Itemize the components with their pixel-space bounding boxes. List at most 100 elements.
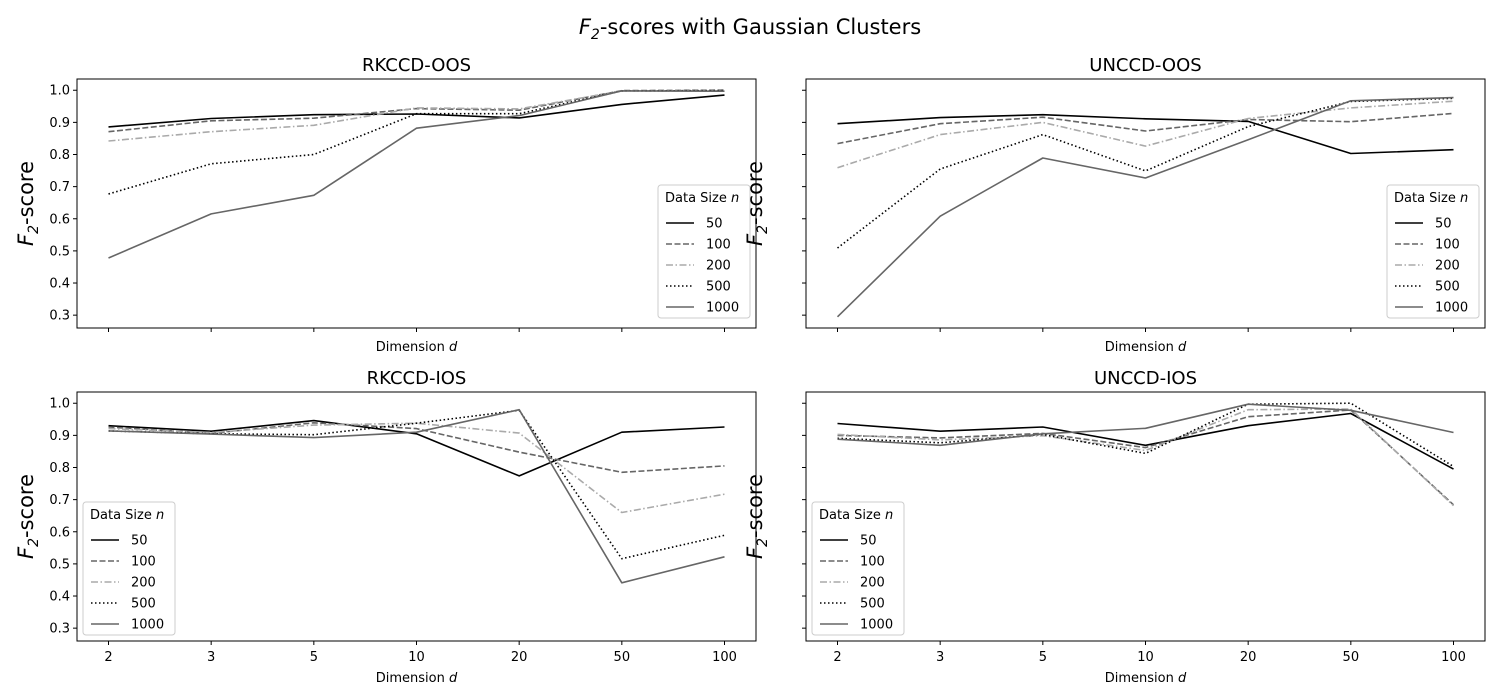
legend-label: 500 xyxy=(860,597,885,612)
series-line-50 xyxy=(108,94,725,128)
y-axis-label: F2-score xyxy=(14,474,42,559)
y-tick-label: 0.9 xyxy=(49,116,70,131)
y-tick-label: 0.3 xyxy=(49,309,70,324)
x-axis-label-variable: d xyxy=(1178,340,1187,355)
series-line-1000 xyxy=(836,96,1454,318)
plot-frame xyxy=(805,78,1486,329)
x-tick-label: 10 xyxy=(408,650,425,665)
legend-label: 100 xyxy=(131,555,156,570)
y-axis-label-subscript: 2 xyxy=(755,538,771,547)
legend-label: 500 xyxy=(706,280,731,295)
legend-title-text: Data Size xyxy=(665,191,727,206)
legend-label: 50 xyxy=(860,534,877,549)
legend-box xyxy=(811,501,905,636)
x-tick-label: 50 xyxy=(1343,650,1360,665)
panel-title: RKCCD-IOS xyxy=(367,368,467,389)
y-axis-label-subscript: 2 xyxy=(26,538,42,547)
series-line-500 xyxy=(108,89,725,195)
y-axis-label-subscript: 2 xyxy=(26,225,42,234)
series-line-200 xyxy=(837,100,1454,169)
legend-label: 1000 xyxy=(1435,301,1468,316)
y-tick-label: 0.3 xyxy=(49,622,70,637)
y-tick-label: 0.4 xyxy=(49,277,70,292)
figure-title-text: -scores with Gaussian Clusters xyxy=(600,15,921,39)
x-tick-label: 2 xyxy=(833,650,841,665)
y-axis-label-f: F xyxy=(14,546,38,559)
series-line-200 xyxy=(108,90,725,142)
y-tick-label: 0.6 xyxy=(49,212,70,227)
legend-box xyxy=(1386,184,1480,319)
series-line-50 xyxy=(837,412,1454,470)
x-tick-label: 20 xyxy=(511,650,528,665)
x-axis-label: Dimension d xyxy=(376,671,458,686)
y-axis-label-text: -score xyxy=(14,474,38,538)
y-tick-label: 0.8 xyxy=(49,148,70,163)
y-tick-label: 0.4 xyxy=(49,590,70,605)
series-line-1000 xyxy=(837,403,1454,447)
y-axis-label-text: -score xyxy=(14,161,38,225)
legend-title-text: Data Size xyxy=(90,508,152,523)
y-axis-label-f: F xyxy=(743,546,767,559)
legend-title: Data Size n xyxy=(819,508,893,523)
chart-panels: RKCCD-OOS 1.0 0.9 0.8 0.7 0.6 0.5 0.4 0.3 Dimensi… xyxy=(14,55,1486,686)
legend-label: 50 xyxy=(1435,217,1452,232)
x-tick-label: 3 xyxy=(207,650,215,665)
y-tick-label: 0.8 xyxy=(49,461,70,476)
legend: Data Size n 50 100 200 500 1000 xyxy=(82,501,176,636)
panel-title: RKCCD-OOS xyxy=(362,55,471,76)
panel-title: UNCCD-IOS xyxy=(1094,368,1197,389)
y-tick-label: 0.5 xyxy=(49,557,70,572)
y-tick-label: 0.6 xyxy=(49,525,70,540)
legend-title-variable: n xyxy=(731,191,739,206)
series-line-1000 xyxy=(108,408,725,584)
legend-label: 1000 xyxy=(706,301,739,316)
y-axis-label-text: -score xyxy=(743,161,767,225)
y-axis-label-f: F xyxy=(743,233,767,246)
x-axis-label: Dimension d xyxy=(1105,671,1187,686)
x-tick-label: 3 xyxy=(936,650,944,665)
legend-label: 200 xyxy=(131,576,156,591)
plot-frame xyxy=(76,78,757,329)
y-axis-label-f: F xyxy=(14,233,38,246)
series-line-100 xyxy=(837,409,1455,506)
legend-label: 500 xyxy=(1435,280,1460,295)
x-tick-label: 50 xyxy=(614,650,631,665)
y-axis-label: F2-score xyxy=(14,161,42,246)
legend-title: Data Size n xyxy=(90,508,164,523)
legend-title-text: Data Size xyxy=(819,508,881,523)
x-axis-label-text: Dimension xyxy=(376,671,445,686)
chart-panel-rkccd-ios: RKCCD-IOS 1.0 0.9 0.8 0.7 0.6 0.5 0.4 0.3 2 3 5 10 20… xyxy=(14,368,757,686)
legend-label: 500 xyxy=(131,597,156,612)
series-line-50 xyxy=(837,113,1454,155)
y-tick-label: 1.0 xyxy=(49,397,70,412)
legend-label: 50 xyxy=(706,217,723,232)
legend-label: 100 xyxy=(860,555,885,570)
legend-title-variable: n xyxy=(885,508,893,523)
legend: Data Size n 50 100 200 500 1000 xyxy=(1386,184,1480,319)
series-line-100 xyxy=(108,89,725,133)
y-tick-label: 0.9 xyxy=(49,429,70,444)
panel-title: UNCCD-OOS xyxy=(1089,55,1201,76)
legend: Data Size n 50 100 200 500 1000 xyxy=(811,501,905,636)
x-tick-label: 100 xyxy=(712,650,737,665)
legend-label: 200 xyxy=(1435,259,1460,274)
x-axis-label-text: Dimension xyxy=(1105,340,1174,355)
legend-box xyxy=(657,184,751,319)
legend-title: Data Size n xyxy=(1394,191,1468,206)
chart-panel-rkccd-oos: RKCCD-OOS 1.0 0.9 0.8 0.7 0.6 0.5 0.4 0.3 Dimensi… xyxy=(14,55,757,355)
x-tick-label: 5 xyxy=(1039,650,1047,665)
x-tick-label: 100 xyxy=(1441,650,1466,665)
x-tick-label: 20 xyxy=(1240,650,1257,665)
legend-label: 100 xyxy=(1435,238,1460,253)
chart-panel-unccd-oos: UNCCD-OOS Dimension d F2-score Data Size n 5… xyxy=(743,55,1486,355)
legend-label: 50 xyxy=(131,534,148,549)
y-axis-label-subscript: 2 xyxy=(755,225,771,234)
x-axis-label-text: Dimension xyxy=(1105,671,1174,686)
legend-label: 1000 xyxy=(860,618,893,633)
x-axis-label: Dimension d xyxy=(376,340,458,355)
plot-frame xyxy=(76,391,757,642)
y-axis-label: F2-score xyxy=(743,161,771,246)
legend-label: 200 xyxy=(706,259,731,274)
